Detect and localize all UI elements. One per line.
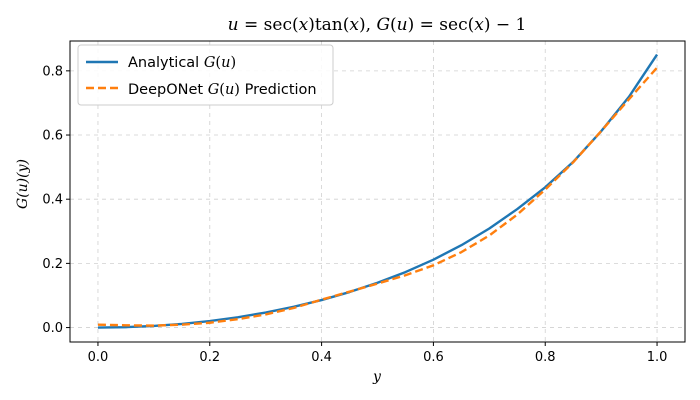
y-axis-label: G(u)(y) [15, 159, 31, 209]
x-tick-label: 0.0 [88, 350, 109, 365]
x-tick-label: 1.0 [647, 350, 668, 365]
series-line-deeponet [97, 66, 658, 327]
legend-box [77, 44, 334, 106]
y-tick-label: 0.0 [42, 321, 63, 336]
y-tick-label: 0.6 [42, 129, 63, 144]
legend-label-analytical: Analytical G(u) [128, 55, 236, 71]
x-tick-label: 0.2 [199, 350, 220, 365]
x-axis-label: y [372, 369, 382, 385]
y-tick-label: 0.8 [42, 64, 63, 79]
y-tick-label: 0.2 [42, 257, 63, 272]
y-tick-label: 0.4 [42, 193, 63, 208]
x-tick-label: 0.8 [535, 350, 556, 365]
legend: Analytical G(u) DeepONet G(u) Prediction [77, 44, 334, 106]
axis-ticks: 0.0 0.2 0.4 0.6 0.8 1.0 0.0 0.2 0.4 0.6 0.8 [42, 64, 667, 365]
x-tick-label: 0.6 [423, 350, 444, 365]
legend-label-deeponet: DeepONet G(u) Prediction [128, 82, 317, 98]
series-lines [97, 53, 659, 329]
x-tick-label: 0.4 [311, 350, 332, 365]
chart-title: u = sec(x)tan(x), G(u) = sec(x) − 1 [228, 15, 527, 35]
plot-frame [69, 40, 686, 343]
